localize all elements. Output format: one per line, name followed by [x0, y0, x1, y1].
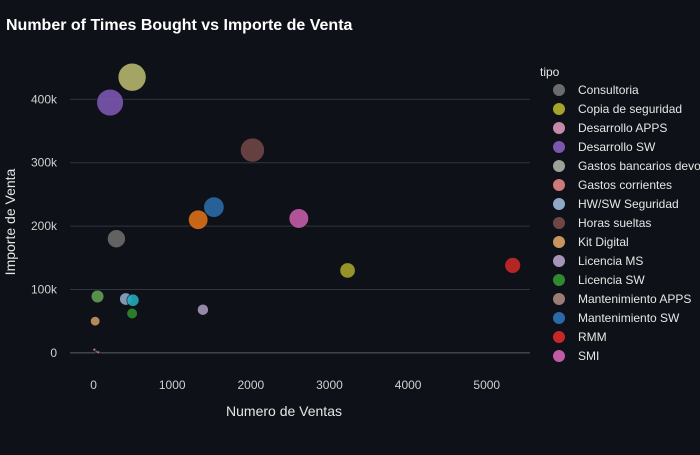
x-axis-title: Numero de Ventas: [226, 403, 342, 419]
legend-marker[interactable]: [553, 160, 565, 172]
legend[interactable]: tipo Consultoria Copia de seguridad Desarr…: [540, 65, 700, 363]
legend-label[interactable]: Gastos bancarios devo: [578, 159, 700, 173]
legend-label[interactable]: Horas sueltas: [578, 216, 651, 230]
legend-marker[interactable]: [553, 198, 565, 210]
legend-marker[interactable]: [553, 274, 565, 286]
chart-title: Number of Times Bought vs Importe de Ven…: [6, 17, 353, 34]
legend-label[interactable]: Mantenimiento APPS: [578, 292, 691, 306]
legend-title: tipo: [540, 65, 560, 79]
data-point[interactable]: [203, 196, 225, 218]
data-point[interactable]: [90, 316, 101, 327]
legend-label[interactable]: Gastos corrientes: [578, 178, 672, 192]
x-tick-labels: 0 1000 2000 3000 4000 5000: [90, 378, 500, 392]
y-tick-label: 400k: [31, 92, 58, 106]
data-point[interactable]: [117, 62, 147, 92]
legend-label[interactable]: SMI: [578, 349, 599, 363]
y-tick-label: 200k: [31, 219, 58, 233]
data-point[interactable]: [107, 229, 126, 249]
data-point[interactable]: [188, 209, 209, 230]
data-point[interactable]: [92, 347, 97, 352]
legend-label[interactable]: Kit Digital: [578, 235, 629, 249]
legend-marker[interactable]: [553, 179, 565, 191]
legend-label[interactable]: Desarrollo APPS: [578, 121, 667, 135]
legend-marker[interactable]: [553, 293, 565, 305]
data-point[interactable]: [240, 137, 265, 163]
legend-marker[interactable]: [553, 84, 565, 96]
x-tick-label: 3000: [316, 378, 343, 392]
x-tick-label: 5000: [473, 378, 500, 392]
legend-label[interactable]: Consultoria: [578, 83, 639, 97]
data-point[interactable]: [96, 350, 101, 355]
x-tick-label: 4000: [395, 378, 422, 392]
data-point[interactable]: [504, 257, 521, 274]
x-tick-label: 1000: [159, 378, 186, 392]
y-tick-label: 300k: [31, 156, 58, 170]
x-tick-label: 2000: [238, 378, 265, 392]
legend-marker[interactable]: [553, 141, 565, 153]
x-tick-label: 0: [90, 378, 97, 392]
data-point[interactable]: [126, 293, 140, 307]
legend-items[interactable]: Consultoria Copia de seguridad Desarrollo …: [553, 83, 700, 363]
legend-marker[interactable]: [553, 331, 565, 343]
legend-label[interactable]: Copia de seguridad: [578, 102, 682, 116]
legend-label[interactable]: RMM: [578, 330, 607, 344]
y-axis-title: Importe de Venta: [2, 168, 18, 275]
data-point[interactable]: [288, 208, 309, 229]
y-tick-label: 100k: [31, 282, 58, 296]
legend-label[interactable]: Licencia SW: [578, 273, 645, 287]
data-point[interactable]: [90, 289, 105, 304]
legend-marker[interactable]: [553, 217, 565, 229]
legend-label[interactable]: Desarrollo SW: [578, 140, 656, 154]
legend-marker[interactable]: [553, 350, 565, 362]
data-point[interactable]: [126, 307, 138, 320]
data-point[interactable]: [339, 262, 356, 279]
legend-marker[interactable]: [553, 236, 565, 248]
legend-marker[interactable]: [553, 312, 565, 324]
y-tick-labels: 0 100k 200k 300k 400k: [31, 92, 58, 359]
y-tick-label: 0: [50, 346, 57, 360]
legend-label[interactable]: HW/SW Seguridad: [578, 197, 679, 211]
data-point[interactable]: [96, 88, 124, 117]
data-points: [90, 62, 521, 355]
data-point[interactable]: [197, 303, 209, 316]
legend-marker[interactable]: [553, 122, 565, 134]
legend-marker[interactable]: [553, 103, 565, 115]
legend-label[interactable]: Licencia MS: [578, 254, 643, 268]
legend-marker[interactable]: [553, 255, 565, 267]
legend-label[interactable]: Mantenimiento SW: [578, 311, 680, 325]
